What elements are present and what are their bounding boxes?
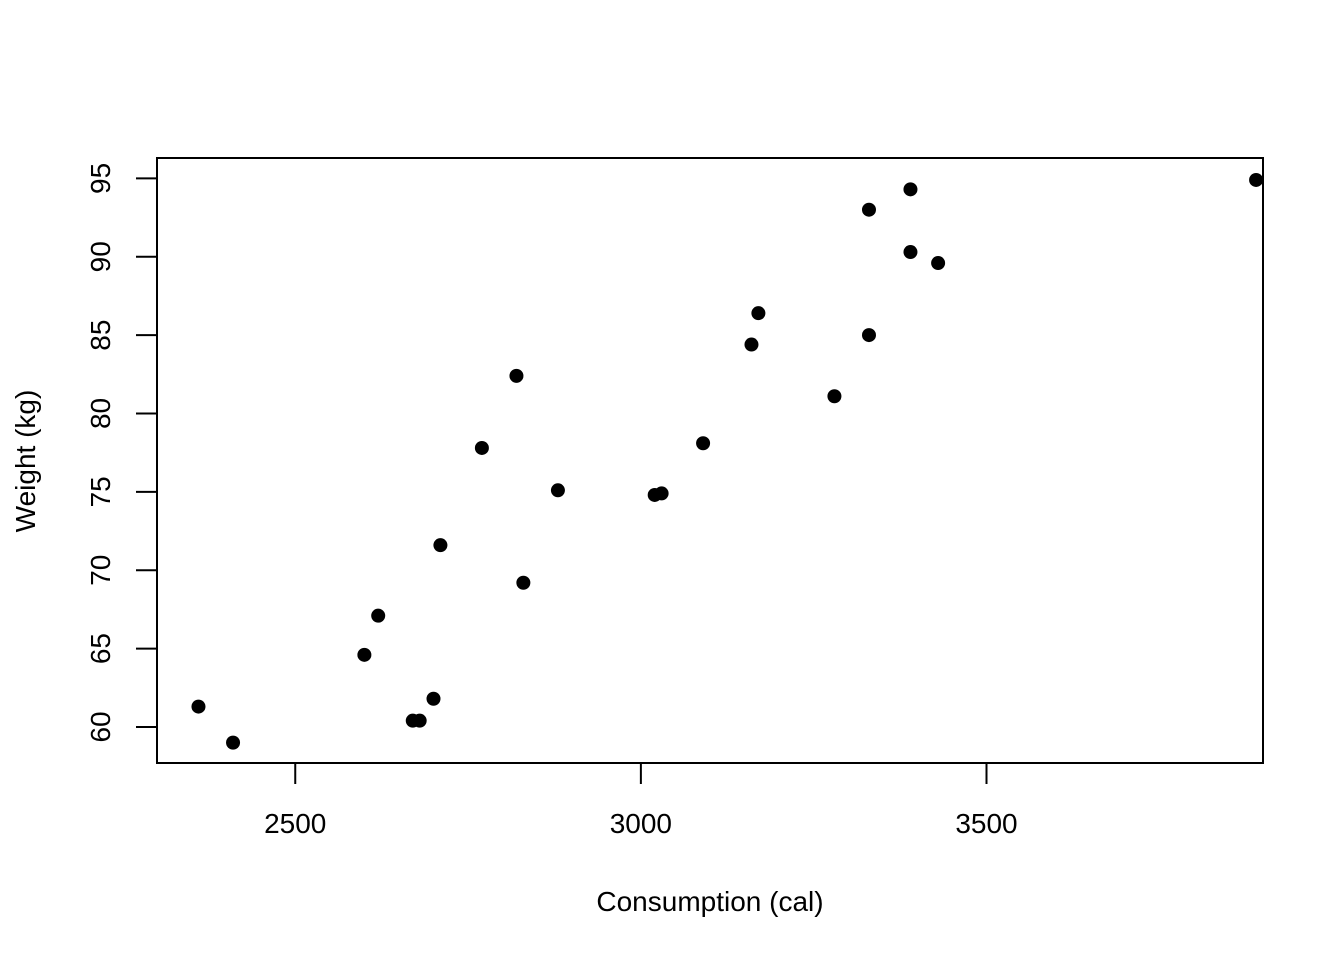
y-tick-label: 85 [85,320,116,351]
y-tick-label: 95 [85,163,116,194]
data-point [226,735,241,750]
y-tick-label: 80 [85,398,116,429]
x-tick-label: 2500 [264,808,326,839]
y-tick-label: 65 [85,633,116,664]
data-point [903,182,918,197]
y-tick-label: 75 [85,476,116,507]
data-point [516,575,531,590]
data-point [412,713,427,728]
data-point [696,436,711,451]
data-point [751,306,766,321]
y-tick-label: 60 [85,711,116,742]
data-point [861,328,876,343]
data-point [509,368,524,383]
y-tick-label: 90 [85,241,116,272]
data-point [744,337,759,352]
data-point [357,647,372,662]
x-axis-label: Consumption (cal) [596,886,823,917]
data-point [433,538,448,553]
data-points [191,172,1264,750]
data-point [426,691,441,706]
data-point [827,389,842,404]
data-point [903,245,918,260]
data-point [550,483,565,498]
data-point [191,699,206,714]
data-point [371,608,386,623]
x-tick-label: 3000 [610,808,672,839]
data-point [861,202,876,217]
y-axis-label: Weight (kg) [10,390,41,533]
x-axis: 2500 3000 3500 [264,762,1018,839]
data-point [474,440,489,455]
y-axis: 60 65 70 75 80 85 90 95 [85,163,158,743]
data-point [931,256,946,271]
y-tick-label: 70 [85,555,116,586]
x-tick-label: 3500 [955,808,1017,839]
data-point [654,486,669,501]
data-point [1249,172,1264,187]
plot-frame [156,157,1264,764]
